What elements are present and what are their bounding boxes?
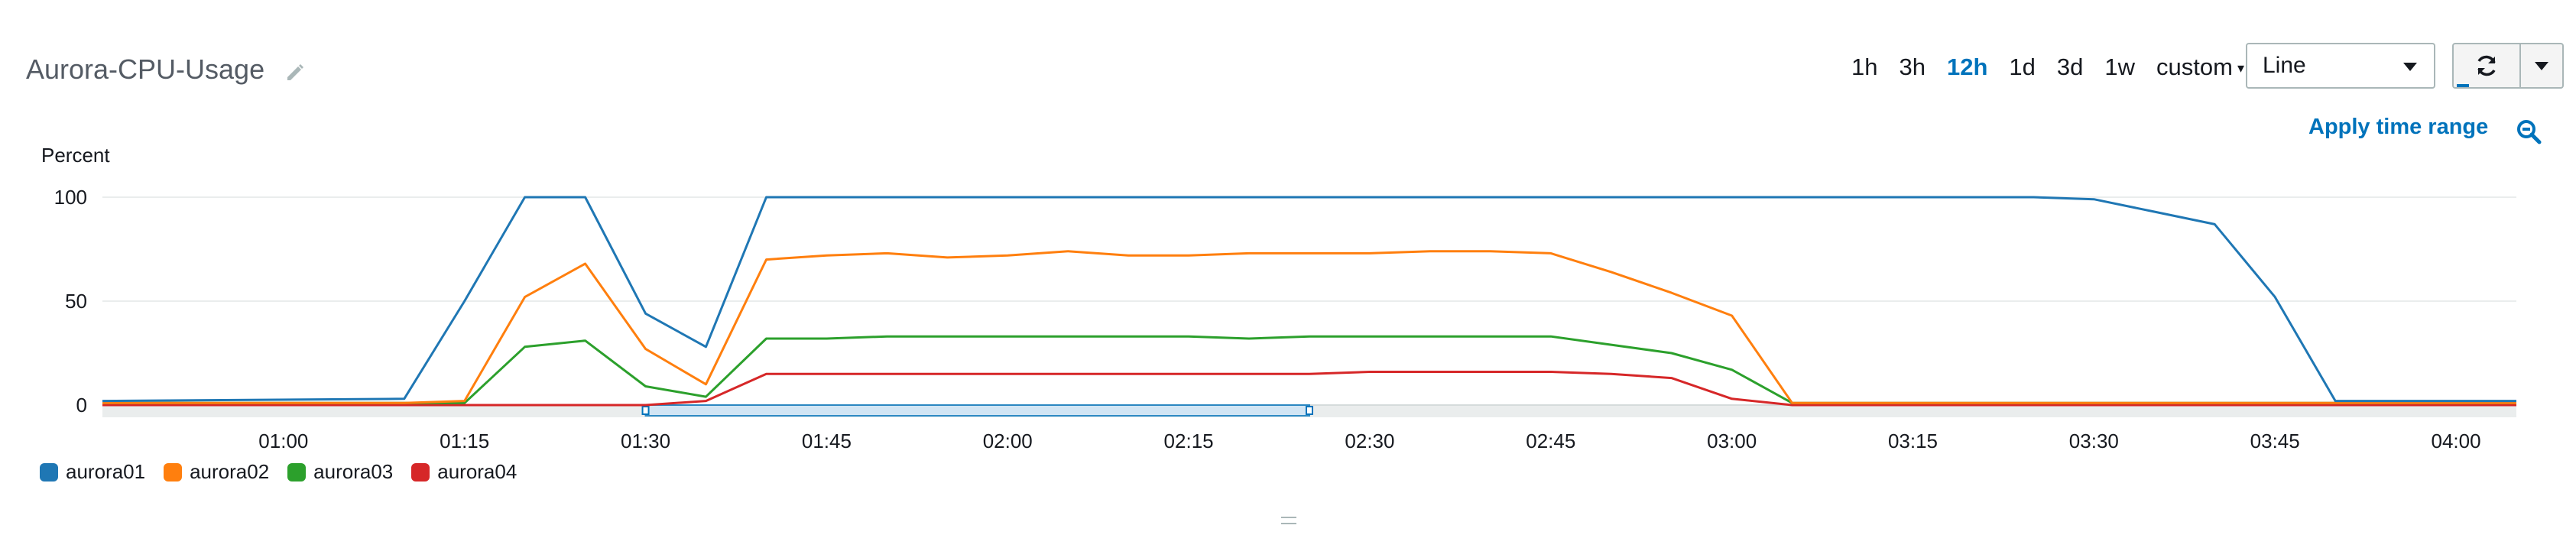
y-tick-label: 100: [54, 186, 87, 209]
x-tick-label: 02:30: [1345, 430, 1394, 452]
refresh-indicator: [2457, 84, 2469, 87]
time-range-1d[interactable]: 1d: [2009, 54, 2036, 80]
x-tick-label: 02:45: [1526, 430, 1575, 452]
time-range-3d[interactable]: 3d: [2056, 54, 2084, 80]
series-line-aurora03: [102, 335, 2516, 404]
x-tick-label: 01:15: [440, 430, 489, 452]
series-line-aurora04: [102, 371, 2516, 407]
dropdown-caret-icon: [2403, 63, 2417, 71]
widget-title: Aurora-CPU-Usage: [26, 54, 265, 85]
legend-item-aurora04[interactable]: aurora04: [411, 460, 517, 484]
x-tick-label: 03:30: [2069, 430, 2119, 452]
caret-down-icon: ▾: [2237, 60, 2244, 76]
x-tick-label: 02:15: [1164, 430, 1214, 452]
legend-label: aurora04: [437, 460, 517, 483]
x-tick-label: 03:00: [1707, 430, 1757, 452]
refresh-icon: [2477, 55, 2496, 76]
series-line-aurora02: [102, 250, 2516, 404]
legend-item-aurora03[interactable]: aurora03: [287, 460, 393, 484]
x-tick-label: 03:45: [2250, 430, 2300, 452]
view-type-select[interactable]: Line: [2246, 43, 2435, 89]
refresh-options-button[interactable]: [2521, 44, 2562, 87]
y-axis-label: Percent: [41, 144, 110, 167]
time-selection-range: [644, 404, 1310, 417]
legend-swatch: [164, 462, 183, 481]
time-range-custom[interactable]: custom ▾: [2156, 54, 2244, 81]
legend-swatch: [287, 462, 307, 481]
x-tick-label: 02:00: [983, 430, 1033, 452]
time-range-1h[interactable]: 1h: [1851, 54, 1878, 80]
time-range-12h[interactable]: 12h: [1947, 54, 1988, 80]
time-range-selector: 1h 3h 12h 1d 3d 1w custom ▾: [1851, 54, 2244, 81]
x-tick-label: 01:45: [802, 430, 852, 452]
series-line-aurora01: [102, 196, 2516, 403]
selection-handle-left: [641, 406, 650, 415]
x-tick-label: 04:00: [2432, 430, 2481, 452]
apply-time-range-link[interactable]: Apply time range: [2308, 115, 2489, 139]
y-tick-label: 50: [65, 290, 87, 313]
legend-label: aurora02: [190, 460, 270, 483]
custom-label: custom: [2156, 54, 2233, 80]
chart-svg[interactable]: Percent 0 50 100 01:00 01:15 01:30 01:45 02:00 02…: [0, 138, 2576, 459]
zoom-out-icon[interactable]: [2515, 118, 2542, 145]
legend-label: aurora01: [66, 460, 146, 483]
resize-handle[interactable]: [1281, 517, 1296, 524]
refresh-button-group: [2452, 43, 2564, 89]
time-range-1w[interactable]: 1w: [2104, 54, 2136, 80]
legend-label: aurora03: [313, 460, 394, 483]
line-chart: Percent 0 50 100 01:00 01:15 01:30 01:45 02:00 02…: [0, 138, 2576, 489]
time-range-3h[interactable]: 3h: [1899, 54, 1926, 80]
pencil-icon[interactable]: [283, 58, 306, 81]
legend-item-aurora02[interactable]: aurora02: [164, 460, 269, 484]
legend-item-aurora01[interactable]: aurora01: [40, 460, 145, 484]
x-tick-label: 01:30: [621, 430, 670, 452]
legend-swatch: [40, 462, 58, 481]
x-tick-label: 01:00: [258, 430, 308, 452]
view-type-value: Line: [2263, 53, 2306, 78]
selection-handle-right: [1306, 406, 1313, 415]
y-tick-label: 0: [76, 394, 87, 417]
chart-legend: aurora01 aurora02 aurora03 aurora04: [40, 460, 517, 484]
refresh-button[interactable]: [2454, 44, 2521, 87]
x-tick-label: 03:15: [1888, 430, 1938, 452]
widget-title-area: Aurora-CPU-Usage: [26, 54, 306, 86]
caret-down-icon: [2535, 61, 2548, 70]
legend-swatch: [411, 462, 430, 481]
